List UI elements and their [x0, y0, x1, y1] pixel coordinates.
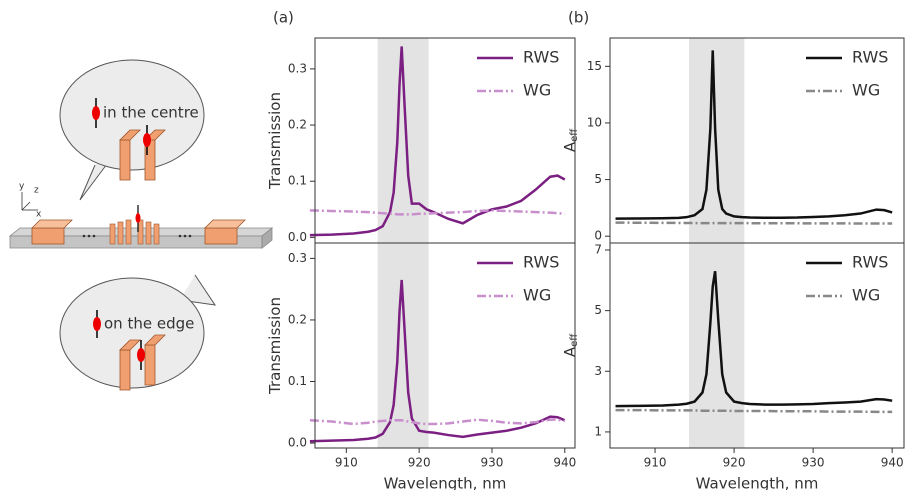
axis-letter: y: [19, 182, 25, 192]
y-tick-label: 5: [594, 303, 602, 317]
x-axis-label: Wavelength, nm: [384, 475, 507, 490]
legend-label: RWS: [523, 48, 559, 67]
y-tick-label: 7: [594, 242, 602, 256]
x-axis-label: Wavelength, nm: [696, 475, 819, 490]
y-tick-label: 0.0: [288, 436, 307, 450]
y-tick-label: 10: [587, 115, 602, 129]
diagram-label: on the edge: [104, 315, 194, 333]
plot: 0 5 10 15 RWS WG Aeff (b): [561, 9, 905, 244]
y-tick-label: 3: [594, 364, 602, 378]
y-axis-label: Aeff: [561, 333, 581, 357]
panel-label: (b): [568, 9, 589, 27]
legend-label: WG: [852, 286, 880, 305]
y-tick-label: 0.2: [288, 118, 307, 132]
panel-label: (a): [273, 9, 294, 27]
y-tick-label: 1: [594, 424, 602, 438]
x-tick-label: 920: [408, 456, 431, 470]
legend-label: WG: [523, 81, 551, 100]
y-tick-label: 0: [594, 229, 602, 243]
shaded-band: [377, 243, 429, 448]
schematic: in the centre on the edge y z x: [8, 59, 274, 391]
y-tick-label: 5: [594, 172, 602, 186]
axis-letter: x: [36, 210, 42, 220]
series-line: [615, 408, 893, 414]
y-axis-label: Transmission: [266, 297, 284, 395]
y-axis-label-sub: eff: [569, 128, 580, 142]
plot: 0.0 0.1 0.2 0.3 RWS WG Transmission (a): [266, 9, 576, 244]
shaded-band: [689, 243, 745, 448]
y-axis-label-main: A: [561, 141, 579, 152]
diagram-label: in the centre: [103, 104, 199, 122]
y-tick-label: 0.3: [288, 61, 307, 75]
y-tick-label: 0.3: [288, 251, 307, 265]
y-axis-label-main: Transmission: [266, 297, 284, 395]
y-axis-label: Aeff: [561, 128, 581, 152]
series-line: [309, 46, 566, 237]
x-tick-label: 910: [335, 456, 358, 470]
y-axis-label-main: Transmission: [266, 92, 284, 190]
y-axis-label-main: A: [561, 346, 579, 357]
series-line: [309, 418, 566, 426]
plot-frame: [610, 243, 904, 448]
y-axis-label-sub: eff: [569, 333, 580, 347]
x-tick-label: 930: [481, 456, 504, 470]
series-line: [309, 279, 566, 443]
y-tick-label: 0.0: [288, 230, 307, 244]
plot: 1 3 5 7 910 920 930 940 RWS WG Aeff Wavelength, nm: [561, 242, 905, 490]
plot-frame: [610, 38, 904, 243]
legend-label: RWS: [852, 253, 888, 272]
legend-label: RWS: [523, 253, 559, 272]
x-tick-label: 910: [644, 456, 667, 470]
series-line: [615, 50, 893, 220]
plot-border: [314, 242, 576, 449]
x-tick-label: 940: [553, 456, 576, 470]
legend-label: RWS: [852, 48, 888, 67]
plot-frame: [315, 38, 575, 243]
x-tick-label: 930: [802, 456, 825, 470]
y-axis-label: Transmission: [266, 92, 284, 190]
series-line: [615, 271, 893, 408]
y-tick-label: 0.1: [288, 374, 307, 388]
y-tick-label: 0.2: [288, 312, 307, 326]
y-tick-label: 0.1: [288, 174, 307, 188]
series-line: [309, 209, 565, 216]
series-line: [615, 221, 893, 225]
plot: 0.0 0.1 0.2 0.3 910 920 930 940 RWS WG Transmissio…: [266, 242, 576, 490]
plot-frame: [315, 243, 575, 448]
x-tick-label: 920: [723, 456, 746, 470]
plot-border: [609, 242, 905, 449]
legend-label: WG: [852, 81, 880, 100]
x-tick-label: 940: [881, 456, 904, 470]
axis-letter: z: [34, 186, 39, 196]
y-tick-label: 15: [587, 59, 602, 73]
legend-label: WG: [523, 286, 551, 305]
